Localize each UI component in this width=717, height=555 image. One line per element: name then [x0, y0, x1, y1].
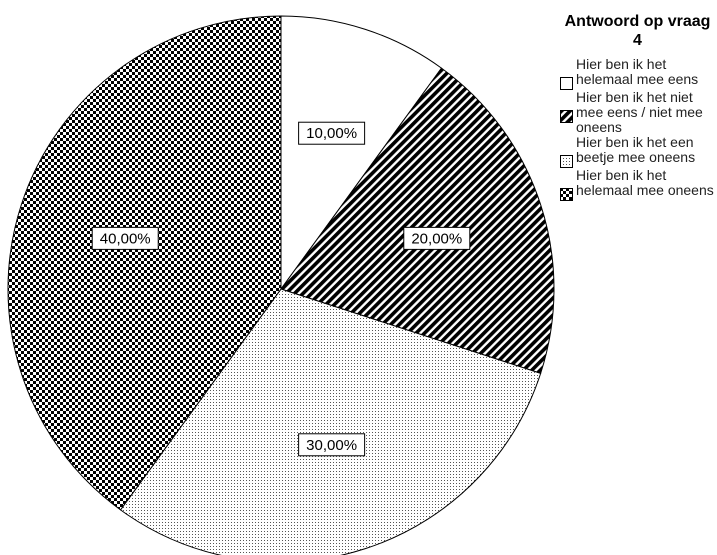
legend: Antwoord op vraag 4 Hier ben ik het hele… — [560, 12, 715, 201]
svg-text:20,00%: 20,00% — [411, 230, 462, 247]
legend-label-2: Hier ben ik het niet mee eens / niet mee… — [576, 89, 703, 135]
svg-text:40,00%: 40,00% — [100, 230, 151, 247]
legend-label-4: Hier ben ik het helemaal mee oneens — [576, 167, 714, 198]
legend-item-3: Hier ben ik het een beetje mee oneens — [560, 135, 715, 168]
value-label-4: 40,00% — [91, 226, 159, 250]
value-label-1: 10,00% — [298, 121, 366, 145]
value-label-3: 30,00% — [298, 433, 366, 457]
pie-slice-4 — [7, 15, 282, 511]
pie-slice-2 — [280, 67, 555, 374]
pie-slice-3 — [119, 288, 542, 555]
pie-slices — [7, 15, 555, 555]
value-label-2: 20,00% — [403, 226, 471, 250]
legend-swatch-2 — [560, 110, 573, 123]
svg-text:30,00%: 30,00% — [306, 437, 357, 454]
svg-text:10,00%: 10,00% — [306, 125, 357, 142]
legend-label-1: Hier ben ik het helemaal mee eens — [576, 56, 699, 87]
legend-label-3: Hier ben ik het een beetje mee oneens — [576, 134, 696, 165]
legend-swatch-3 — [560, 155, 573, 168]
legend-swatch-4 — [560, 188, 573, 201]
legend-item-4: Hier ben ik het helemaal mee oneens — [560, 168, 715, 201]
pie-value-labels: 10,00% 20,00% 30,00% 40,00% — [91, 121, 471, 457]
legend-item-2: Hier ben ik het niet mee eens / niet mee… — [560, 90, 715, 135]
legend-item-1: Hier ben ik het helemaal mee eens — [560, 57, 715, 90]
legend-swatch-1 — [560, 77, 573, 90]
pie-slice-1 — [280, 15, 443, 291]
legend-title: Antwoord op vraag 4 — [564, 13, 711, 49]
legend-items: Hier ben ik het helemaal mee eens Hier be… — [560, 57, 715, 201]
